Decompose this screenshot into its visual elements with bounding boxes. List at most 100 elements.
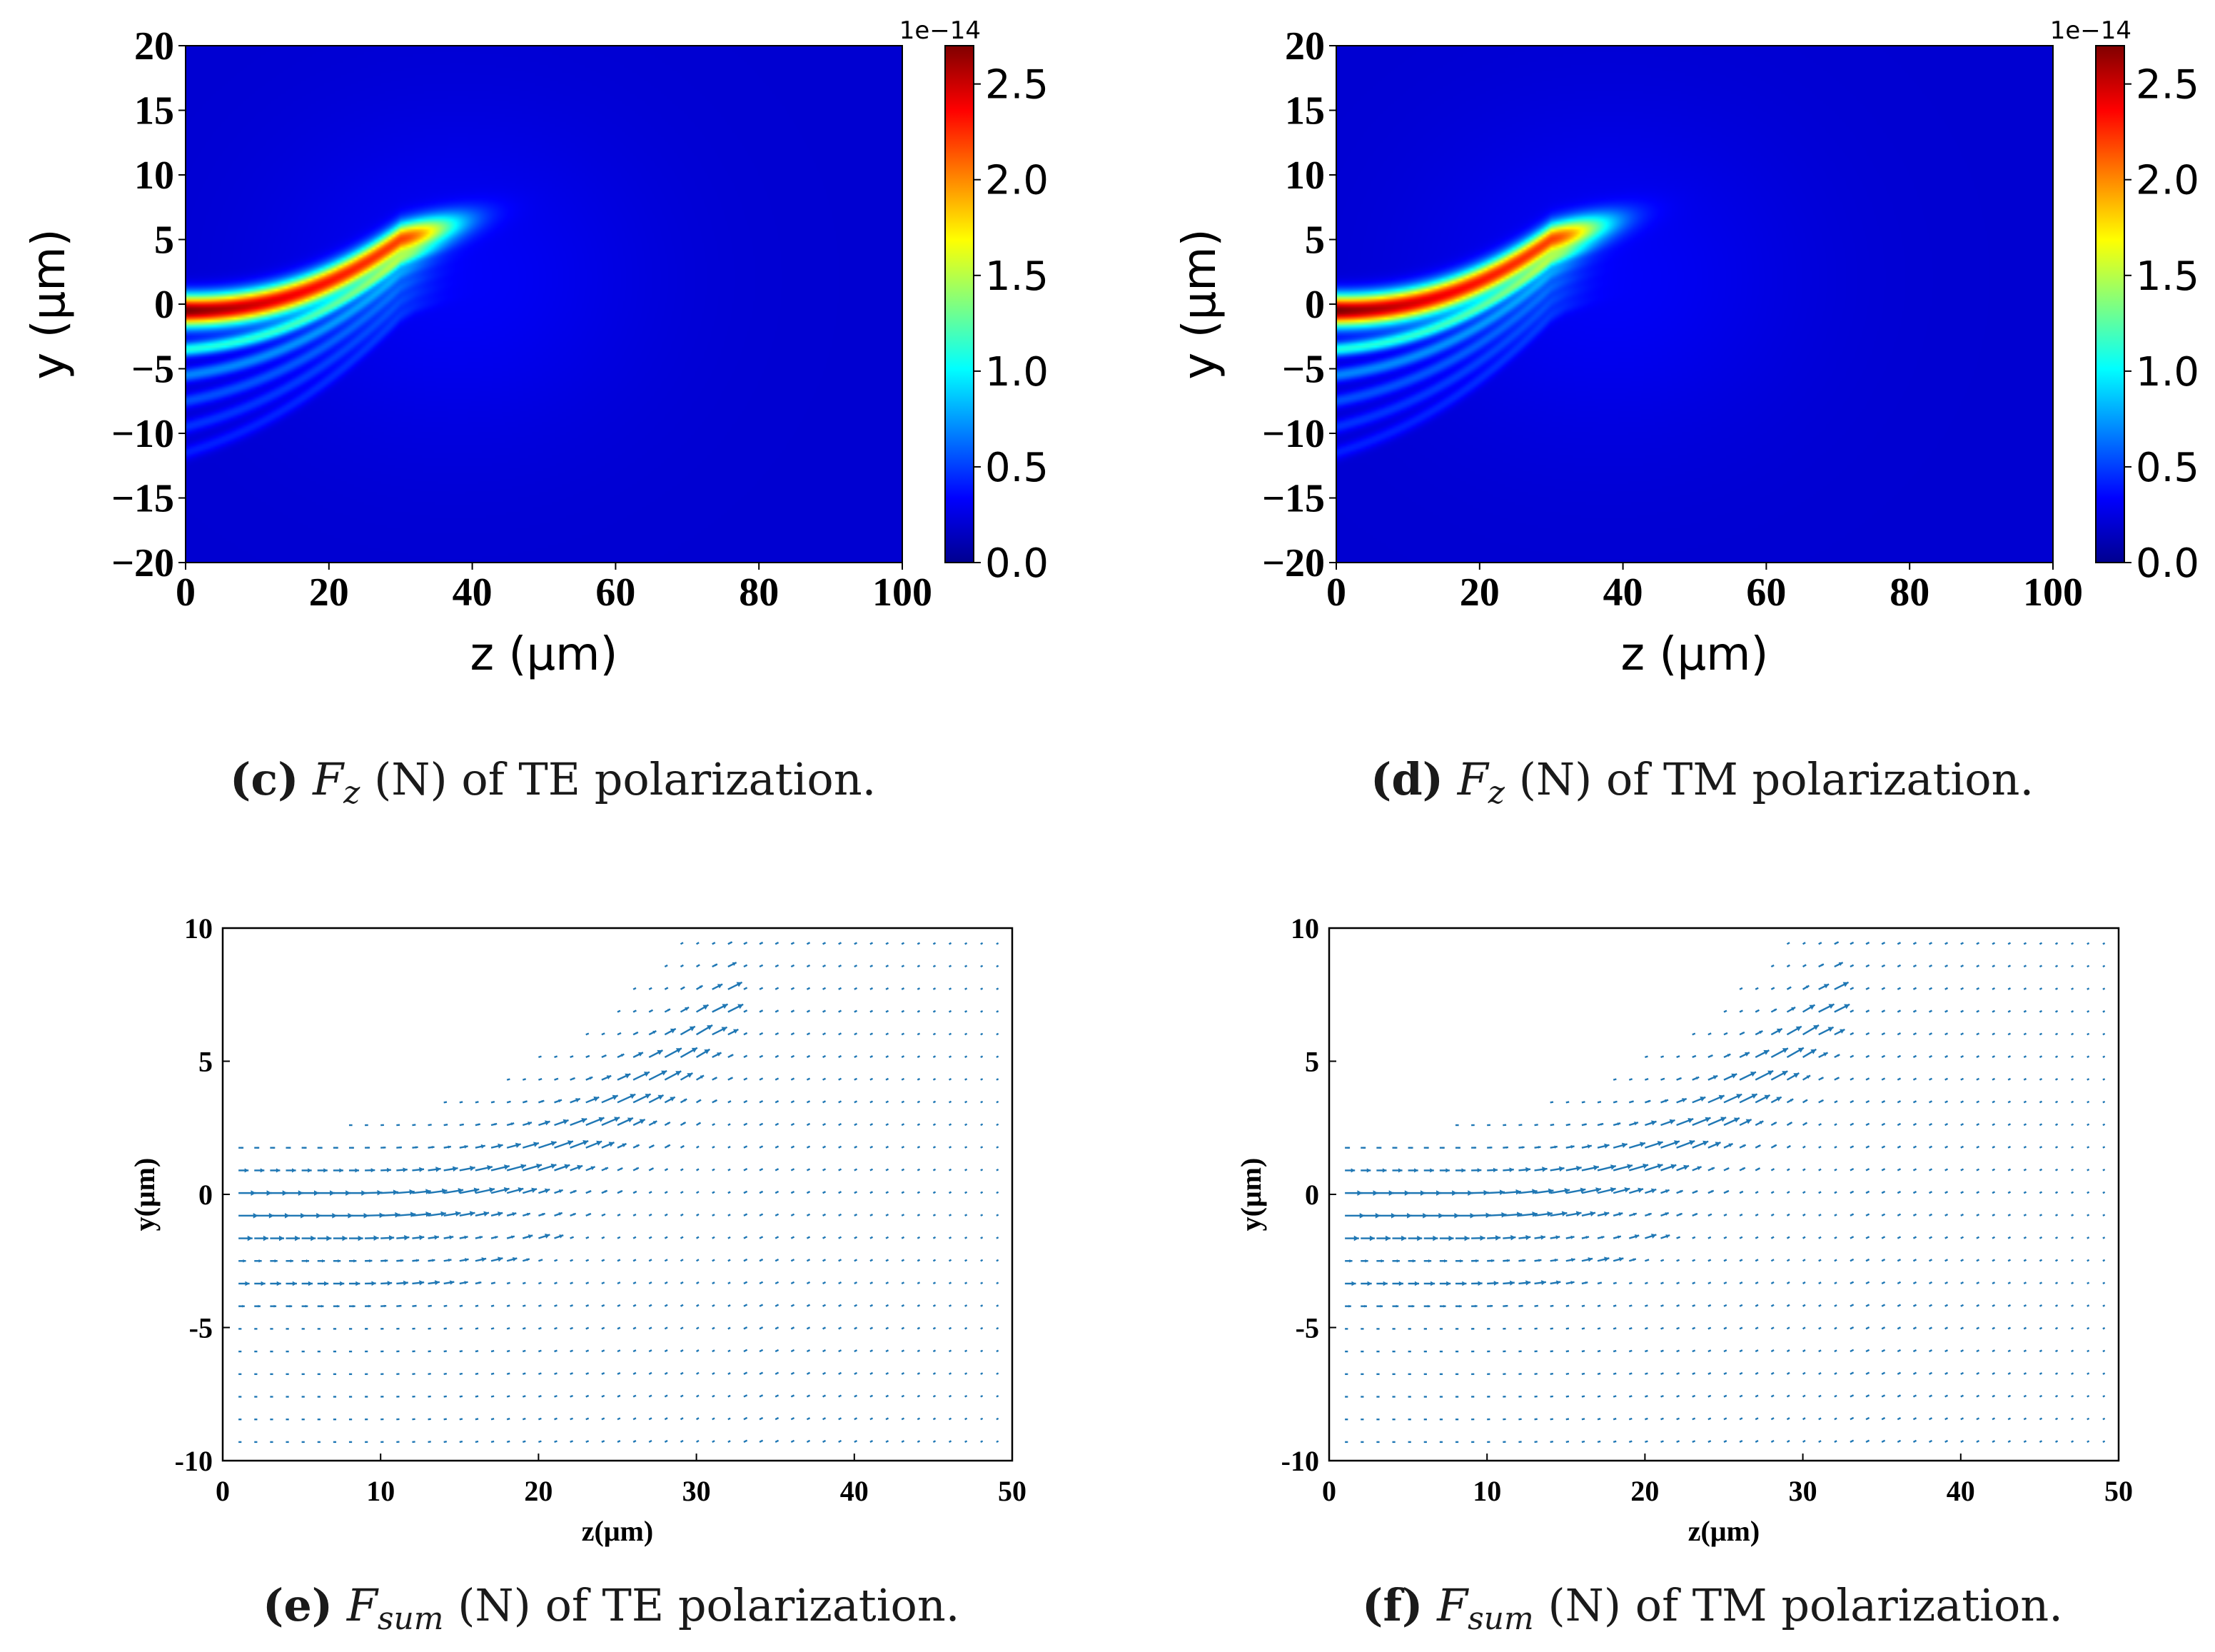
quiver-arrow <box>1882 1033 1884 1034</box>
quiver-arrow <box>1582 1328 1585 1329</box>
quiver-arrow <box>1518 1351 1521 1352</box>
quiver-arrow <box>1708 1075 1717 1079</box>
quiver-arrow <box>555 1328 557 1329</box>
quiver-arrow <box>2024 1079 2026 1080</box>
quiver-arrow <box>1866 1372 1870 1374</box>
quiver-arrow <box>665 1071 681 1079</box>
quiver-arrow <box>1755 1305 1758 1306</box>
quiver-arrow <box>1897 1441 1900 1442</box>
quiver-arrow <box>902 1441 904 1442</box>
quiver-arrow <box>1992 1237 1994 1239</box>
quiver-arrow <box>1440 1396 1443 1398</box>
quiver-arrow <box>1961 1350 1964 1351</box>
quiver-arrow <box>933 1147 935 1148</box>
x-tick-label: 30 <box>1789 1475 1817 1507</box>
quiver-arrow <box>2087 1056 2089 1057</box>
quiver-arrow <box>1787 987 1791 989</box>
quiver-arrow <box>839 1418 842 1419</box>
quiver-arrow <box>981 1373 983 1374</box>
quiver-arrow <box>380 1305 386 1307</box>
quiver-arrow <box>823 1373 826 1374</box>
quiver-arrow <box>1645 1189 1656 1194</box>
x-tick-label: 0 <box>1326 570 1346 615</box>
quiver-arrow <box>1503 1167 1513 1172</box>
quiver-arrow <box>760 1304 763 1306</box>
quiver-arrow <box>602 1282 605 1284</box>
quiver-arrow <box>238 1441 241 1443</box>
quiver-arrow <box>2072 1305 2074 1306</box>
quiver-arrow <box>617 1033 621 1034</box>
quiver-arrow <box>854 1418 857 1419</box>
quiver-arrow <box>1471 1259 1478 1262</box>
quiver-arrow <box>2039 1034 2042 1035</box>
quiver-arrow <box>1977 1373 1979 1374</box>
quiver-arrow <box>1866 965 1870 967</box>
quiver-arrow <box>2024 988 2026 989</box>
quiver-arrow <box>949 1328 952 1329</box>
quiver-arrow <box>460 1281 468 1284</box>
quiver-arrow <box>728 1237 730 1239</box>
quiver-arrow <box>1345 1351 1348 1352</box>
quiver-arrow <box>1961 1305 1964 1306</box>
quiver-arrow <box>270 1441 273 1443</box>
quiver-arrow <box>617 1259 620 1261</box>
quiver-arrow <box>1582 1441 1585 1442</box>
quiver-arrow <box>902 943 904 945</box>
quiver-arrow <box>1977 1124 1979 1125</box>
quiver-arrow <box>349 1441 352 1443</box>
quiver-arrow <box>1724 1305 1727 1306</box>
quiver-arrow <box>491 1396 494 1397</box>
quiver-arrow <box>460 1396 463 1397</box>
quiver-arrow <box>886 1079 888 1080</box>
quiver-arrow <box>933 1214 935 1216</box>
quiver-arrow <box>949 1214 952 1216</box>
colorbar <box>945 46 974 563</box>
quiver-arrow <box>917 1260 919 1261</box>
quiver-arrow <box>2087 943 2089 944</box>
quiver-arrow <box>965 1328 967 1329</box>
quiver-arrow <box>380 1281 392 1286</box>
y-axis-label: y (μm) <box>1174 228 1226 379</box>
quiver-arrow <box>412 1351 415 1352</box>
quiver-arrow <box>886 988 888 989</box>
quiver-arrow <box>2087 1214 2089 1215</box>
quiver-arrow <box>1755 1145 1760 1148</box>
quiver-arrow <box>460 1166 475 1172</box>
quiver-arrow <box>617 1191 622 1193</box>
quiver-arrow <box>1677 1260 1680 1261</box>
quiver-arrow <box>1992 1192 1994 1193</box>
quiver-arrow <box>712 1214 715 1216</box>
quiver-arrow <box>1929 1056 1932 1057</box>
quiver-arrow <box>2008 1011 2010 1012</box>
quiver-arrow <box>1503 1351 1505 1352</box>
quiver-arrow <box>1992 1124 1994 1125</box>
quiver-arrow <box>2024 1147 2026 1148</box>
quiver-arrow <box>1992 1079 1994 1080</box>
quiver-arrow <box>1629 1305 1632 1306</box>
quiver-arrow <box>1661 1418 1664 1419</box>
quiver-arrow <box>1961 1147 1964 1148</box>
quiver-arrow <box>1535 1124 1538 1125</box>
quiver-arrow <box>1771 1029 1782 1034</box>
quiver-arrow <box>1535 1441 1538 1443</box>
quiver-arrow <box>1835 1305 1837 1306</box>
quiver-arrow <box>965 966 967 967</box>
quiver-arrow <box>697 1305 699 1306</box>
quiver-arrow <box>396 1396 399 1397</box>
quiver-arrow <box>602 1117 620 1125</box>
quiver-arrow <box>697 1395 699 1396</box>
quiver-arrow <box>933 1350 935 1351</box>
quiver-arrow <box>1882 1124 1884 1125</box>
colorbar <box>2096 46 2124 563</box>
quiver-arrow <box>1471 1147 1476 1149</box>
quiver-arrow <box>854 1192 857 1193</box>
quiver-arrow <box>1582 1396 1585 1397</box>
quiver-arrow <box>507 1257 517 1261</box>
quiver-arrow <box>1535 1235 1545 1240</box>
quiver-arrow <box>617 1168 622 1171</box>
quiver-arrow <box>823 1441 826 1442</box>
quiver-arrow <box>744 942 747 944</box>
quiver-arrow <box>870 988 873 989</box>
quiver-arrow <box>617 1011 620 1012</box>
quiver-arrow <box>854 1441 857 1442</box>
